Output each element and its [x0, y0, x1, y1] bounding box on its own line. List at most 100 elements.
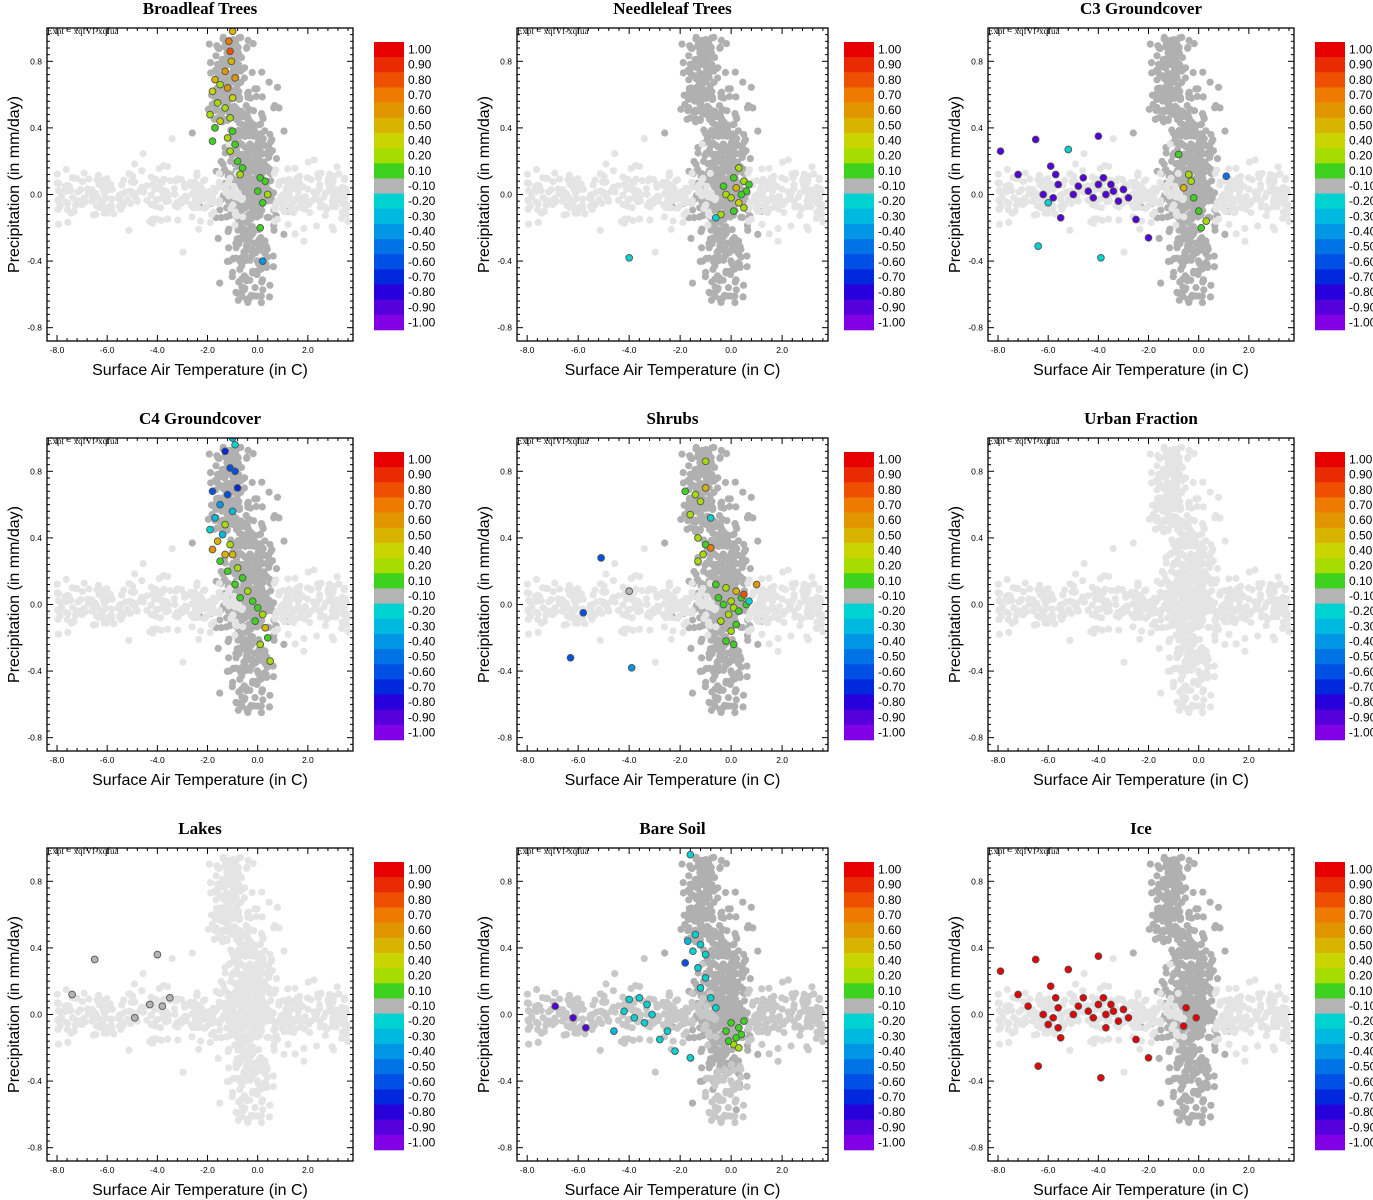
background-point [739, 78, 747, 86]
background-point [287, 605, 295, 613]
data-point [1084, 187, 1093, 196]
background-point [757, 183, 765, 191]
background-point [1030, 211, 1038, 219]
colorbar-label: 0.70 [408, 88, 432, 102]
background-point [229, 254, 237, 262]
background-point [336, 602, 344, 610]
background-point [1237, 184, 1245, 192]
data-point [261, 623, 270, 632]
background-point [102, 194, 110, 202]
colorbar-label: -0.20 [408, 194, 436, 208]
background-point [1033, 189, 1041, 197]
background-point [1016, 198, 1024, 206]
background-point [284, 575, 292, 583]
background-point [1172, 210, 1180, 218]
background-point [89, 621, 97, 629]
background-point [225, 225, 233, 233]
background-point [1176, 93, 1184, 101]
background-point [207, 69, 215, 77]
background-point [259, 135, 267, 143]
data-point [1079, 173, 1088, 182]
colorbar-label: -1.00 [878, 315, 906, 329]
background-point [280, 537, 288, 545]
background-point [774, 237, 782, 245]
background-point [779, 200, 787, 208]
background-point [235, 87, 243, 96]
background-point [78, 178, 87, 186]
background-point [214, 44, 222, 52]
background-point [1098, 216, 1106, 224]
background-point [223, 479, 231, 487]
background-point [597, 187, 605, 195]
background-point [1162, 57, 1170, 65]
background-point [149, 590, 157, 598]
background-point [1213, 155, 1222, 163]
background-point [1163, 93, 1171, 102]
background-point [313, 222, 321, 230]
background-point [222, 93, 230, 102]
background-point [1018, 186, 1026, 194]
colorbar-swatch [374, 314, 404, 331]
background-point [1130, 204, 1138, 212]
background-point [1152, 107, 1160, 115]
background-point [713, 167, 721, 176]
background-point [336, 192, 344, 200]
background-point [810, 170, 818, 178]
background-point [1210, 263, 1218, 271]
background-point [329, 597, 337, 605]
background-point [96, 201, 104, 209]
background-point [280, 200, 288, 208]
background-point [732, 276, 740, 284]
background-point [724, 292, 732, 300]
colorbar-swatch [844, 72, 874, 88]
data-point [226, 147, 234, 156]
background-point [1147, 59, 1156, 67]
background-point [1157, 206, 1165, 214]
colorbar-swatch [374, 132, 404, 149]
background-point [779, 158, 787, 166]
colorbar-label: -0.60 [1349, 255, 1373, 269]
background-point [64, 218, 72, 226]
background-point [726, 85, 734, 93]
background-point [726, 213, 734, 221]
colorbar-label: -0.90 [1349, 300, 1373, 314]
background-point [621, 180, 629, 188]
background-point [1206, 293, 1215, 301]
background-point [526, 188, 534, 196]
background-point [747, 215, 755, 223]
background-point [1221, 230, 1229, 238]
background-point [995, 220, 1004, 228]
background-point [316, 181, 324, 189]
background-point [1109, 135, 1117, 143]
background-point [65, 592, 73, 600]
colorbar-label: 0.40 [1349, 134, 1373, 148]
background-point [1142, 204, 1150, 212]
background-point [698, 140, 706, 148]
background-point [1262, 211, 1270, 220]
data-point [208, 545, 217, 554]
background-point [263, 213, 271, 221]
background-point [710, 78, 718, 86]
colorbar-label: 0.80 [1349, 73, 1373, 87]
data-point [734, 164, 743, 172]
background-point [143, 196, 151, 204]
background-point [597, 170, 605, 178]
background-point [214, 644, 222, 653]
background-point [812, 214, 821, 222]
background-point [709, 139, 717, 147]
background-point [151, 202, 160, 210]
colorbar-label: 1.00 [1349, 43, 1373, 57]
background-point [669, 217, 677, 225]
background-point [279, 177, 287, 185]
background-point [174, 216, 182, 224]
background-point [344, 218, 352, 226]
plot-area [523, 33, 827, 307]
data-point [1187, 177, 1196, 186]
background-point [534, 205, 542, 214]
background-point [335, 170, 343, 178]
background-point [256, 205, 265, 213]
data-point [228, 550, 237, 559]
data-point [1184, 170, 1193, 179]
background-point [1270, 187, 1278, 195]
background-point [995, 196, 1003, 204]
